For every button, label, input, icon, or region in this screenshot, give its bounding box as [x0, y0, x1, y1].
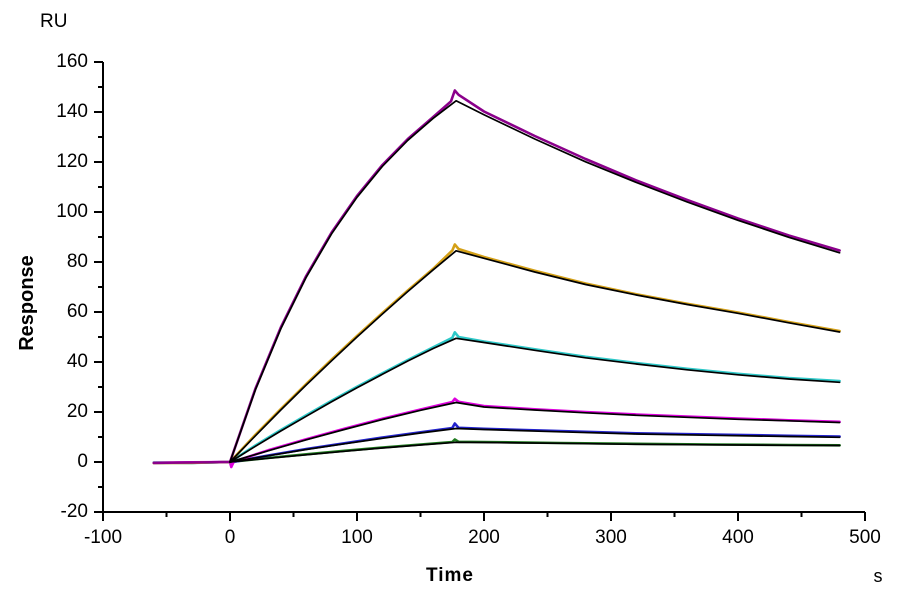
x-tick-label: -100 — [83, 527, 123, 548]
fit-curve-curve-4 — [229, 401, 841, 463]
x-unit-label: s — [873, 566, 883, 586]
fit-curve-curve-2 — [229, 249, 841, 463]
y-tick-label: 120 — [56, 151, 88, 172]
y-tick-label: -20 — [60, 501, 88, 522]
y-tick-label: 20 — [66, 401, 88, 422]
fit-curve-curve-6-lowest-concentration — [229, 441, 841, 463]
y-tick-label: 100 — [56, 201, 88, 222]
x-tick-label: 100 — [341, 527, 373, 548]
y-unit-label: RU — [40, 11, 68, 32]
x-tick-label: 400 — [722, 527, 754, 548]
x-axis-title: Time — [425, 565, 474, 586]
fit-curve-curve-3 — [229, 337, 841, 463]
fit-curve-curve-1-highest-concentration — [229, 99, 841, 463]
x-tick-label: 500 — [849, 527, 881, 548]
y-tick-label: 140 — [56, 101, 88, 122]
y-tick-label: 40 — [66, 351, 88, 372]
y-tick-label: 160 — [56, 51, 88, 72]
y-tick-label: 80 — [66, 251, 88, 272]
y-tick-label: 60 — [66, 301, 88, 322]
fit-curve-curve-5 — [229, 427, 841, 463]
x-tick-label: 300 — [595, 527, 627, 548]
y-tick-label: 0 — [77, 451, 88, 472]
x-tick-label: 200 — [468, 527, 500, 548]
x-tick-label: 0 — [224, 527, 236, 548]
